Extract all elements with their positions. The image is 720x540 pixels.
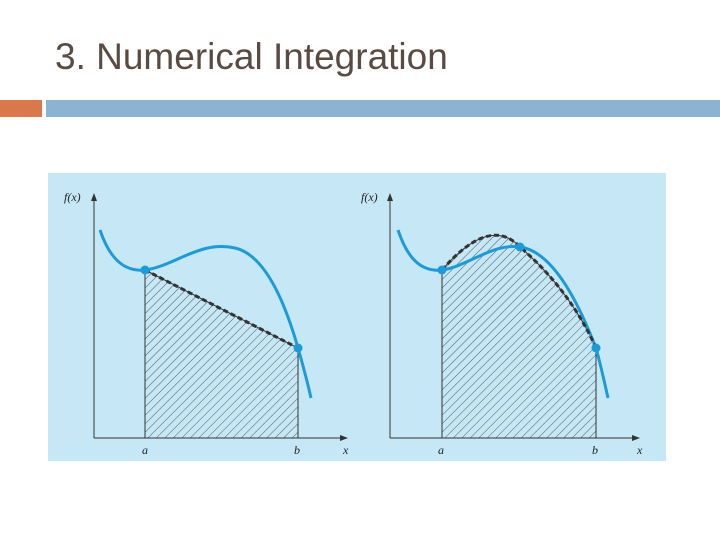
b-label: b bbox=[294, 443, 300, 457]
b-label: b bbox=[592, 443, 598, 457]
header-bar bbox=[46, 100, 720, 117]
dashed-line bbox=[144, 268, 299, 350]
arrow bbox=[632, 435, 640, 441]
point bbox=[293, 343, 303, 353]
x-label: x bbox=[636, 443, 643, 457]
hatched-area bbox=[144, 269, 299, 439]
a-label: a bbox=[438, 443, 444, 457]
curve bbox=[396, 229, 610, 399]
y-label: f(x) bbox=[64, 190, 81, 204]
y-label: f(x) bbox=[361, 190, 378, 204]
point bbox=[437, 265, 447, 275]
point bbox=[591, 343, 601, 353]
hatched-area bbox=[441, 234, 597, 439]
dashed-parabola bbox=[440, 233, 598, 349]
curve bbox=[98, 229, 313, 399]
x-label: x bbox=[342, 443, 349, 457]
a-label: a bbox=[142, 443, 148, 457]
point bbox=[140, 265, 150, 275]
panel-trapezoid: f(x) a b x bbox=[64, 190, 349, 457]
arrow bbox=[340, 435, 348, 441]
arrow bbox=[91, 193, 97, 201]
arrow bbox=[387, 193, 393, 201]
point bbox=[515, 242, 525, 252]
accent-bar bbox=[0, 100, 42, 117]
slide-title: 3. Numerical Integration bbox=[55, 36, 448, 77]
figure-background bbox=[48, 173, 666, 461]
panel-simpson: f(x) a b x bbox=[361, 190, 643, 457]
